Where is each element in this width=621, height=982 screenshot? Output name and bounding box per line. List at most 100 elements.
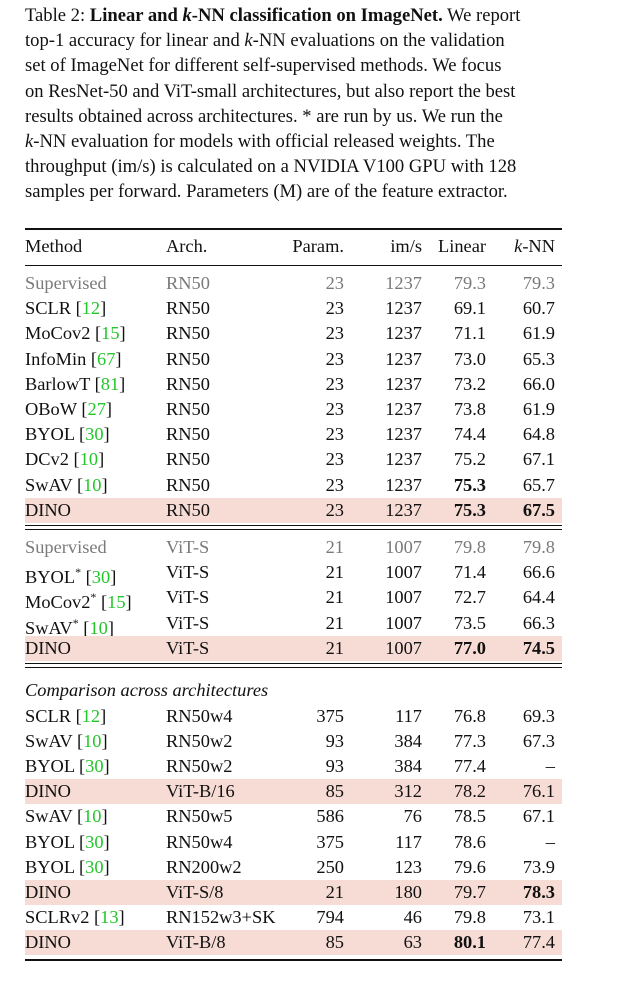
citation-link[interactable]: 30 bbox=[85, 424, 104, 445]
cell-linear: 71.1 bbox=[453, 323, 486, 344]
cell-method: SCLR [12] bbox=[25, 298, 107, 319]
cell-linear: 75.2 bbox=[453, 449, 486, 470]
cell-arch: RN50 bbox=[166, 474, 210, 495]
cell-arch: RN50 bbox=[166, 348, 210, 369]
cell-param: 85 bbox=[325, 781, 344, 802]
table-row: BYOL [30] RN200w2 250 123 79.6 73.9 bbox=[25, 855, 562, 880]
table-row: SwAV* [10] ViT-S 21 1007 73.5 66.3 bbox=[25, 611, 562, 638]
cell-linear: 79.8 bbox=[453, 906, 486, 927]
cell-method: Supervised bbox=[25, 537, 107, 557]
table-row: BYOL [30] RN50w4 375 117 78.6 – bbox=[25, 830, 562, 855]
citation-link[interactable]: 10 bbox=[83, 731, 102, 752]
cell-knn: 64.8 bbox=[522, 424, 555, 445]
citation-link[interactable]: 30 bbox=[85, 756, 104, 777]
citation-link[interactable]: 30 bbox=[91, 567, 111, 588]
cell-param: 21 bbox=[325, 562, 344, 583]
cell-arch: RN152w3+SK bbox=[166, 906, 276, 927]
cell-arch: ViT-B/8 bbox=[166, 931, 226, 952]
cell-param: 23 bbox=[325, 348, 344, 369]
cell-knn: 77.4 bbox=[522, 931, 555, 952]
table-row: DINO ViT-S/8 21 180 79.7 78.3 bbox=[25, 879, 562, 905]
cell-arch: ViT-S bbox=[166, 612, 210, 633]
cell-param: 23 bbox=[325, 499, 344, 520]
citation-link[interactable]: 30 bbox=[85, 831, 104, 852]
table-row: InfoMin [67] RN50 23 1237 73.0 65.3 bbox=[25, 347, 562, 372]
citation-link[interactable]: 10 bbox=[79, 449, 99, 470]
cell-method: DINO bbox=[25, 499, 71, 520]
cell-param: 23 bbox=[325, 373, 344, 394]
citation-link[interactable]: 81 bbox=[100, 373, 120, 394]
cell-arch: RN50 bbox=[166, 499, 210, 520]
cell-param: 21 bbox=[325, 612, 344, 633]
citation-link[interactable]: 13 bbox=[100, 906, 119, 927]
cell-arch: ViT-S bbox=[166, 562, 210, 583]
citation-link[interactable]: 27 bbox=[87, 399, 106, 419]
cell-ims: 1237 bbox=[385, 499, 422, 520]
cell-knn: 65.3 bbox=[522, 348, 555, 369]
cell-param: 21 bbox=[325, 587, 344, 608]
citation-link[interactable]: 10 bbox=[89, 617, 108, 638]
cell-param: 23 bbox=[325, 424, 344, 445]
cell-arch: RN200w2 bbox=[166, 856, 242, 877]
cell-ims: 117 bbox=[395, 706, 422, 726]
cell-knn: 74.5 bbox=[522, 637, 555, 658]
cell-arch: RN50 bbox=[166, 424, 210, 445]
cell-arch: RN50w2 bbox=[166, 756, 233, 777]
cell-ims: 1007 bbox=[385, 587, 422, 608]
table-row: SwAV [10] RN50 23 1237 75.3 65.7 bbox=[25, 473, 562, 498]
cell-knn: 76.1 bbox=[522, 781, 555, 802]
cell-ims: 1237 bbox=[385, 424, 422, 445]
cell-linear: 73.0 bbox=[453, 348, 486, 369]
citation-link[interactable]: 12 bbox=[81, 298, 101, 319]
cell-arch: RN50 bbox=[166, 323, 210, 344]
cell-linear: 73.5 bbox=[453, 612, 486, 633]
cell-linear: 76.8 bbox=[453, 706, 486, 726]
cell-knn: 65.7 bbox=[522, 474, 555, 495]
citation-link[interactable]: 30 bbox=[85, 856, 104, 877]
header-method: Method bbox=[25, 236, 83, 256]
cell-ims: 1237 bbox=[385, 474, 422, 495]
cell-param: 23 bbox=[325, 474, 344, 495]
cell-knn: 69.3 bbox=[522, 706, 555, 726]
citation-link[interactable]: 67 bbox=[97, 348, 116, 369]
cell-ims: 1237 bbox=[385, 373, 422, 394]
cell-knn: 73.1 bbox=[522, 906, 555, 927]
table-row: BYOL* [30] ViT-S 21 1007 71.4 66.6 bbox=[25, 560, 562, 588]
cell-ims: 1237 bbox=[385, 273, 422, 293]
cell-arch: ViT-S bbox=[166, 637, 210, 658]
cell-method: BYOL [30] bbox=[25, 756, 110, 777]
citation-link[interactable]: 15 bbox=[107, 592, 126, 613]
citation-link[interactable]: 10 bbox=[83, 806, 102, 827]
cell-ims: 117 bbox=[395, 831, 422, 852]
table-row: Supervised RN50 23 1237 79.3 79.3 bbox=[25, 271, 562, 296]
cell-knn: 66.0 bbox=[522, 373, 555, 394]
citation-link[interactable]: 12 bbox=[81, 706, 101, 726]
cell-linear: 69.1 bbox=[453, 298, 486, 319]
cell-param: 85 bbox=[325, 931, 344, 952]
cell-param: 23 bbox=[325, 399, 344, 419]
header-knn: k-NN bbox=[514, 236, 555, 256]
cell-linear: 77.3 bbox=[453, 731, 486, 752]
cell-param: 794 bbox=[316, 906, 344, 927]
cell-method: MoCov2 [15] bbox=[25, 323, 126, 344]
cell-method: OBoW [27] bbox=[25, 399, 113, 419]
table-header: Method Arch. Param. im/s Linear k-NN bbox=[25, 234, 562, 259]
cell-ims: 1237 bbox=[385, 449, 422, 470]
cell-knn: 67.1 bbox=[522, 449, 555, 470]
cell-arch: ViT-S bbox=[166, 537, 210, 557]
cell-method: SwAV [10] bbox=[25, 806, 108, 827]
table-row: SwAV [10] RN50w5 586 76 78.5 67.1 bbox=[25, 804, 562, 829]
cell-arch: RN50w4 bbox=[166, 831, 233, 852]
cell-param: 23 bbox=[325, 449, 344, 470]
cell-knn: 66.6 bbox=[522, 562, 555, 583]
table-row: Supervised ViT-S 21 1007 79.8 79.8 bbox=[25, 535, 562, 560]
table-row: BYOL [30] RN50 23 1237 74.4 64.8 bbox=[25, 422, 562, 447]
citation-link[interactable]: 15 bbox=[101, 323, 120, 344]
cell-knn: 61.9 bbox=[522, 399, 555, 419]
cell-param: 250 bbox=[316, 856, 344, 877]
citation-link[interactable]: 10 bbox=[83, 474, 102, 495]
cell-linear: 77.4 bbox=[453, 756, 486, 777]
cell-knn: 67.1 bbox=[522, 806, 555, 827]
table-caption: Table 2: Linear and k-NN classification … bbox=[25, 5, 521, 203]
table-row: DINO ViT-B/8 85 63 80.1 77.4 bbox=[25, 929, 562, 955]
